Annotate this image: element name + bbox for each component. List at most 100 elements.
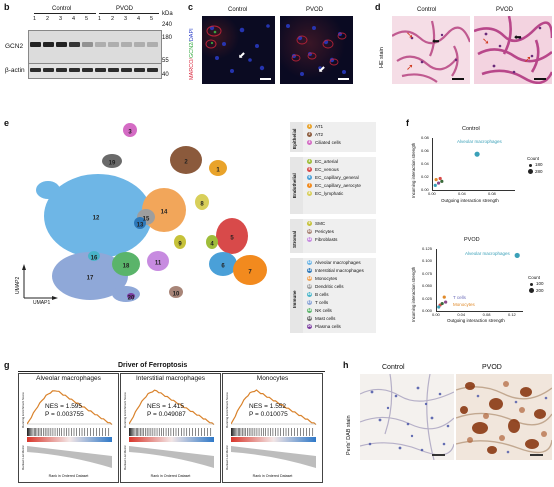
legend-swatch: 19 xyxy=(307,316,312,322)
wb-actin-band xyxy=(56,68,67,72)
scatter-control-ylabel: Incoming interaction strength xyxy=(411,142,416,198)
legend-item: 15 Dendritic cells xyxy=(307,284,344,290)
wb-lane-number: 2 xyxy=(111,16,115,22)
legend-group-label: Immune xyxy=(292,289,297,308)
he-control-tissue xyxy=(392,20,470,83)
legend-swatch: 13 xyxy=(307,268,312,274)
umap-cluster-label: 15 xyxy=(143,217,150,223)
umap-cluster-16 xyxy=(88,251,100,261)
wb-lane-number: 4 xyxy=(72,16,76,22)
legend-swatch: 12 xyxy=(307,260,312,266)
gsea-rank-bar xyxy=(129,437,214,442)
wb-actin-band xyxy=(95,68,106,72)
gsea-ranked-metric xyxy=(27,446,112,468)
wb-gcn2-band xyxy=(121,42,132,47)
legend-group-items: 9 SMC 10 Pericytes 11 Fibroblasts xyxy=(303,219,376,253)
gsea-nes: NES = 1.415 xyxy=(147,403,185,410)
gsea-nes: NES = 1.595 xyxy=(45,403,83,410)
legend-group: Immune 12 Alveolar macrophages 13 Interstiti… xyxy=(290,258,376,333)
umap-cluster-10 xyxy=(169,286,183,298)
legend-group-label: Stromal xyxy=(292,230,297,248)
legend-swatch: 5 xyxy=(307,167,312,173)
wb-lane-number: 3 xyxy=(124,16,128,22)
legend-item: 13 Interstitial macrophages xyxy=(307,268,364,274)
scatter-point xyxy=(433,183,437,187)
if-pvod-arrow-icon: ⬋ xyxy=(318,64,326,74)
gsea-enrichment-curve xyxy=(129,389,215,426)
scatter-point xyxy=(438,176,442,181)
legend-swatch: 17 xyxy=(307,300,312,306)
wb-actin-band xyxy=(30,68,41,72)
legend-item-label: EC_capillary_general xyxy=(315,175,359,180)
legend-group-label: Endothelial xyxy=(292,172,297,198)
legend-group-label: Epithelial xyxy=(292,128,297,149)
gsea-ylabel-top: Running Enrichment Score xyxy=(225,392,229,428)
he-pvod-tissue xyxy=(474,16,552,84)
legend-swatch: 1 xyxy=(307,124,312,130)
scatter-control-axes xyxy=(432,138,515,191)
perls-control-scalebar xyxy=(432,454,445,456)
legend-item: 1 AT1 xyxy=(307,124,323,130)
if-pvod-scalebar xyxy=(338,78,349,80)
wb-lane-number: 5 xyxy=(85,16,89,22)
panel-label-d: d xyxy=(375,2,381,12)
legend-swatch: 9 xyxy=(307,221,312,227)
legend-item: 19 Mast cells xyxy=(307,316,335,322)
gsea-panel: Interstitial macrophages Running Enrichme… xyxy=(120,373,221,483)
gsea-plot xyxy=(27,390,113,468)
legend-swatch: 11 xyxy=(307,237,312,243)
legend-item: 20 Plasma cells xyxy=(307,324,341,330)
wb-lane-number: 5 xyxy=(150,16,154,22)
umap-cluster-8 xyxy=(195,194,209,210)
scatter-tick-label: 0.025 xyxy=(422,295,433,301)
umap-cluster-11 xyxy=(147,251,169,271)
scatter-tick-label: 0.08 xyxy=(482,312,491,317)
legend-group: Endothelial 4 EC_arterial 5 EC_venous 6 EC_cap… xyxy=(290,157,376,214)
he-control-image: ➘ ⬅ ➚ xyxy=(392,16,470,84)
legend-group: Epithelial 1 AT1 2 AT2 3 Ciliated cells xyxy=(290,122,376,152)
scatter-point xyxy=(436,181,441,185)
wb-actin-band xyxy=(82,68,93,72)
wb-gcn2-band xyxy=(134,42,145,47)
legend-swatch: 10 xyxy=(307,229,312,235)
scatter-pvod-count-dot-large xyxy=(529,288,534,293)
gsea-panel: Monocytes Running Enrichment Score Ranked … xyxy=(222,373,323,483)
legend-item: 12 Alveolar macrophages xyxy=(307,260,361,266)
scatter-control-title: Control xyxy=(462,126,480,132)
scatter-control-count-180: 180 xyxy=(535,162,543,167)
wb-lane-number: 1 xyxy=(98,16,102,22)
umap-axes-icon xyxy=(22,264,58,300)
scatter-tick-label: 0.04 xyxy=(457,312,466,317)
legend-item: 18 NK cells xyxy=(307,308,332,314)
scatter-tick-label: 0.12 xyxy=(508,312,516,317)
legend-swatch: 7 xyxy=(307,183,312,189)
scatter-tick-label: 0.00 xyxy=(432,312,440,317)
panel-label-e: e xyxy=(4,118,10,128)
legend-item: 2 AT2 xyxy=(307,132,323,138)
scatter-tick-label: 0.08 xyxy=(488,191,496,196)
umap-cluster-label: 14 xyxy=(161,210,168,216)
wb-actin-band xyxy=(108,68,119,72)
gsea-panel-title: Monocytes xyxy=(256,375,289,382)
umap-cluster-label: 11 xyxy=(155,261,162,267)
wb-actin-label: β-actin xyxy=(5,67,25,74)
wb-actin-band xyxy=(121,68,132,72)
panel-label-f: f xyxy=(406,118,409,128)
legend-item-label: Alveolar macrophages xyxy=(315,260,361,265)
legend-item: 10 Pericytes xyxy=(307,229,334,235)
wb-gcn2-band xyxy=(56,42,67,47)
scatter-pvod-count-title: Count xyxy=(528,275,541,280)
umap-cluster-1 xyxy=(209,160,227,176)
umap-cluster-18 xyxy=(112,252,140,276)
umap-cluster-6 xyxy=(209,252,237,276)
legend-item-label: Interstitial macrophages xyxy=(315,268,364,273)
gsea-pvalue: P = 0.049087 xyxy=(147,411,186,418)
scatter-pvod-point-label: Alveolar macrophages xyxy=(465,251,510,256)
legend-item: 11 Fibroblasts xyxy=(307,237,338,243)
legend-swatch: 16 xyxy=(307,292,312,298)
legend-item: 16 B cells xyxy=(307,292,329,298)
perls-control-tissue xyxy=(360,374,454,460)
gsea-xlabel: Rank in Ordered Dataset xyxy=(48,474,89,478)
if-control-scalebar xyxy=(260,78,271,80)
legend-item-label: Fibroblasts xyxy=(315,237,338,242)
